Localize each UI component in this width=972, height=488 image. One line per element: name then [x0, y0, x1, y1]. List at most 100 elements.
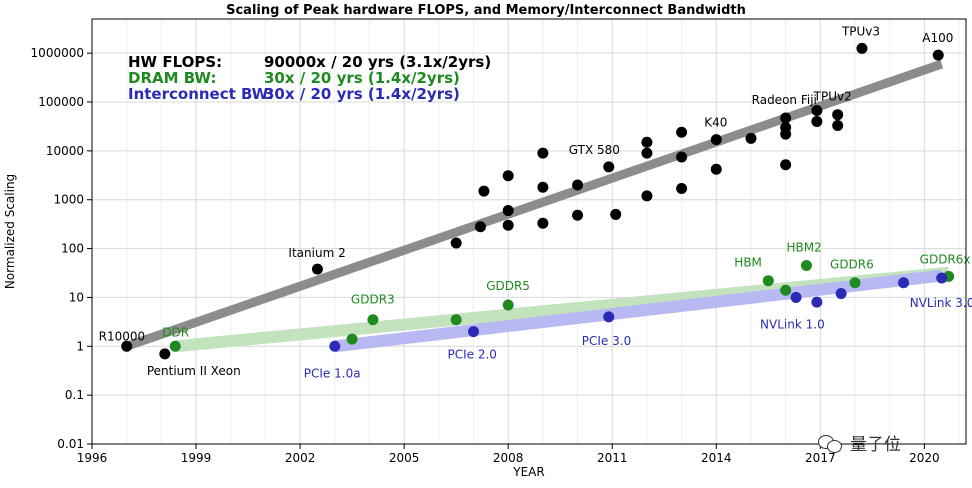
data-point-series-1: [603, 161, 615, 173]
x-tick-label: 2002: [285, 451, 316, 465]
data-point-series-2: [450, 314, 462, 326]
x-tick-label: 2020: [909, 451, 940, 465]
point-label: TPUv2: [813, 90, 852, 104]
data-point-series-1: [676, 182, 688, 194]
x-tick-label: 1996: [77, 451, 108, 465]
legend-name: HW FLOPS:: [128, 53, 222, 71]
x-tick-label: 2014: [701, 451, 732, 465]
watermark-text: 量子位: [850, 435, 901, 455]
data-point-series-1: [537, 181, 549, 193]
legend-value: 30x / 20 yrs (1.4x/2yrs): [264, 85, 460, 103]
x-axis-label: YEAR: [512, 465, 544, 479]
data-point-series-2: [367, 314, 379, 326]
data-point-series-3: [898, 277, 910, 289]
legend-value: 90000x / 20 yrs (3.1x/2yrs): [264, 53, 491, 71]
data-point-series-2: [346, 333, 358, 345]
data-point-series-1: [832, 109, 844, 121]
data-point-series-2: [502, 299, 514, 311]
data-point-series-1: [780, 122, 792, 134]
data-point-series-3: [329, 340, 341, 352]
data-point-series-1: [641, 147, 653, 159]
x-tick-label: 2017: [805, 451, 836, 465]
data-point-series-2: [762, 275, 774, 287]
x-tick-label: 2008: [493, 451, 524, 465]
y-tick-label: 100000: [38, 95, 84, 109]
data-point-series-1: [676, 151, 688, 163]
point-label: Pentium II Xeon: [147, 364, 241, 378]
point-label: GTX 580: [569, 143, 620, 157]
x-tick-label: 2011: [597, 451, 628, 465]
data-point-series-1: [502, 219, 514, 231]
data-point-series-1: [710, 134, 722, 146]
data-point-series-1: [502, 205, 514, 217]
data-point-series-1: [474, 221, 486, 233]
data-point-series-1: [311, 263, 323, 275]
data-point-series-1: [676, 126, 688, 138]
y-tick-label: 1000: [53, 193, 84, 207]
legend-value: 30x / 20 yrs (1.4x/2yrs): [264, 69, 460, 87]
point-label: Radeon Fiji: [752, 93, 817, 107]
data-point-series-1: [502, 170, 514, 182]
point-label: GDDR6: [830, 258, 874, 272]
point-label: PCIe 1.0a: [304, 366, 361, 380]
data-point-series-3: [811, 296, 823, 308]
data-point-series-3: [603, 311, 615, 323]
wechat-icon: [818, 433, 844, 453]
plot-frame: [91, 18, 967, 445]
data-point-series-2: [169, 340, 181, 352]
data-point-series-1: [572, 209, 584, 221]
data-point-series-2: [780, 284, 792, 296]
legend-name: DRAM BW:: [128, 69, 216, 87]
point-label: Itanium 2: [288, 246, 345, 260]
data-point-series-1: [780, 112, 792, 124]
data-point-series-3: [835, 288, 847, 300]
data-point-series-1: [745, 132, 757, 144]
point-label: PCIe 3.0: [582, 334, 631, 348]
data-point-series-1: [832, 120, 844, 132]
point-label: DDR: [162, 325, 189, 339]
y-tick-label: 10: [69, 290, 84, 304]
point-label: PCIe 2.0: [448, 348, 497, 362]
trend-band-1: [125, 59, 944, 351]
data-point-series-1: [121, 340, 133, 352]
data-point-series-1: [572, 179, 584, 191]
point-label: GDDR3: [351, 293, 395, 307]
y-tick-label: 0.01: [57, 437, 84, 451]
chart-title: Scaling of Peak hardware FLOPS, and Memo…: [226, 3, 746, 18]
point-label: K40: [704, 116, 727, 130]
data-point-series-1: [811, 115, 823, 127]
data-point-series-3: [936, 272, 948, 284]
x-tick-label: 2005: [389, 451, 420, 465]
y-tick-label: 1: [76, 339, 84, 353]
point-label: A100: [922, 31, 953, 45]
data-point-series-1: [610, 208, 622, 220]
data-point-series-3: [790, 291, 802, 303]
y-tick-label: 100: [61, 242, 84, 256]
data-point-series-1: [710, 163, 722, 175]
y-tick-label: 0.1: [65, 388, 84, 402]
watermark: 量子位: [818, 430, 901, 455]
point-label: NVLink 3.0: [910, 296, 972, 310]
data-point-series-1: [641, 136, 653, 148]
point-label: HBM: [734, 256, 762, 270]
data-point-series-1: [932, 49, 944, 61]
data-point-series-1: [450, 237, 462, 249]
y-tick-label: 1000000: [31, 46, 84, 60]
y-tick-label: 10000: [46, 144, 84, 158]
x-tick-label: 1999: [181, 451, 212, 465]
data-point-series-1: [811, 105, 823, 117]
data-point-series-1: [478, 185, 490, 197]
y-axis-label: Normalized Scaling: [3, 174, 17, 289]
point-label: R10000: [99, 329, 146, 343]
data-point-series-3: [468, 326, 480, 338]
point-label: GDDR5: [486, 279, 530, 293]
data-point-series-1: [537, 147, 549, 159]
data-point-series-1: [780, 159, 792, 171]
trend-band-3: [334, 269, 943, 353]
data-point-series-2: [800, 260, 812, 272]
data-point-series-1: [856, 42, 868, 54]
data-point-series-1: [641, 190, 653, 202]
point-label: HBM2: [786, 241, 821, 255]
data-point-series-2: [849, 277, 861, 289]
